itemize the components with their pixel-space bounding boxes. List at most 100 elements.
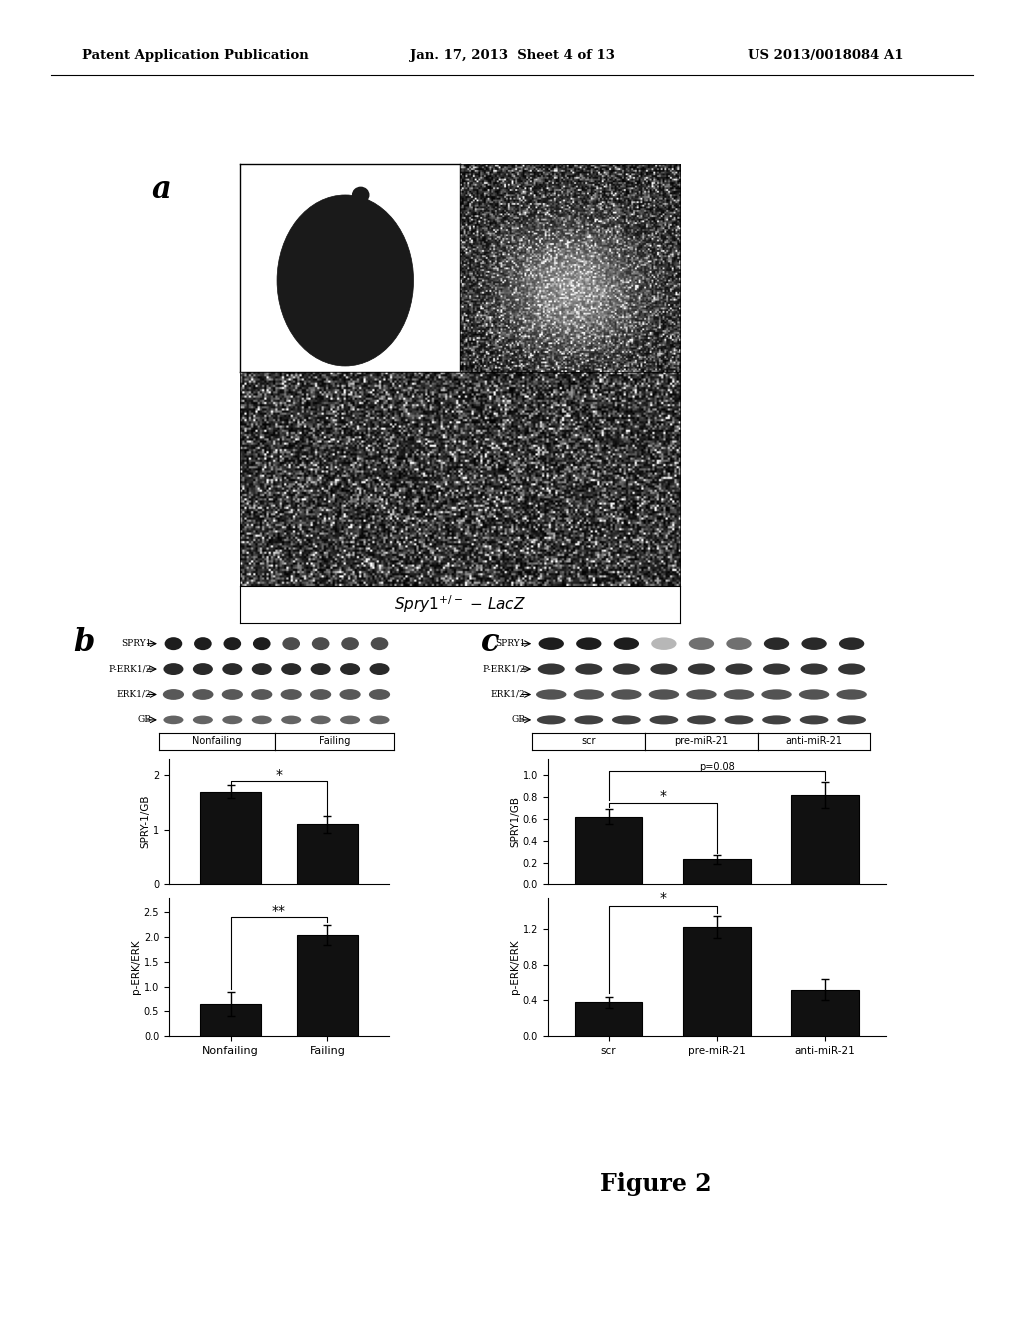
Text: Nonfailing: Nonfailing <box>193 737 242 746</box>
Ellipse shape <box>648 689 679 700</box>
Ellipse shape <box>762 715 791 725</box>
Ellipse shape <box>193 689 213 700</box>
Ellipse shape <box>761 689 792 700</box>
Text: anti-miR-21: anti-miR-21 <box>785 737 843 746</box>
Ellipse shape <box>726 638 752 649</box>
Text: a: a <box>152 174 171 205</box>
Ellipse shape <box>251 689 272 700</box>
Ellipse shape <box>650 664 678 675</box>
Text: pre-miR-21: pre-miR-21 <box>675 737 728 746</box>
Ellipse shape <box>369 689 390 700</box>
Text: c: c <box>481 627 500 657</box>
Ellipse shape <box>283 638 300 651</box>
Text: **: ** <box>272 904 286 917</box>
Ellipse shape <box>253 638 270 651</box>
Ellipse shape <box>763 664 791 675</box>
Ellipse shape <box>311 638 330 651</box>
Bar <box>574 817 642 884</box>
Y-axis label: p-ERK/ERK: p-ERK/ERK <box>131 940 141 994</box>
Ellipse shape <box>800 715 828 725</box>
Ellipse shape <box>193 663 213 675</box>
Ellipse shape <box>686 689 717 700</box>
Ellipse shape <box>539 638 564 649</box>
Text: Patent Application Publication: Patent Application Publication <box>82 49 308 62</box>
Ellipse shape <box>764 638 790 649</box>
Ellipse shape <box>370 663 389 675</box>
Y-axis label: SPRY-1/GB: SPRY-1/GB <box>140 795 151 849</box>
Ellipse shape <box>837 689 867 700</box>
Ellipse shape <box>310 715 331 725</box>
Ellipse shape <box>575 664 602 675</box>
Text: SPRY1: SPRY1 <box>495 639 525 648</box>
Ellipse shape <box>165 638 182 651</box>
Text: SPRY1: SPRY1 <box>121 639 152 648</box>
Bar <box>792 795 859 884</box>
Text: GB: GB <box>511 715 525 725</box>
Ellipse shape <box>725 715 754 725</box>
Text: *: * <box>275 768 283 781</box>
Ellipse shape <box>282 715 301 725</box>
Ellipse shape <box>252 663 271 675</box>
Ellipse shape <box>340 689 360 700</box>
Ellipse shape <box>163 689 184 700</box>
Ellipse shape <box>193 715 213 725</box>
Bar <box>574 1002 642 1036</box>
Ellipse shape <box>724 689 755 700</box>
Ellipse shape <box>340 715 360 725</box>
Ellipse shape <box>838 664 865 675</box>
Text: Figure 2: Figure 2 <box>599 1172 712 1196</box>
Bar <box>792 990 859 1036</box>
Ellipse shape <box>649 715 678 725</box>
Ellipse shape <box>612 715 641 725</box>
Text: Jan. 17, 2013  Sheet 4 of 13: Jan. 17, 2013 Sheet 4 of 13 <box>410 49 614 62</box>
Ellipse shape <box>222 663 243 675</box>
Ellipse shape <box>612 664 640 675</box>
Ellipse shape <box>688 664 715 675</box>
Ellipse shape <box>195 638 212 651</box>
Text: ERK1/2: ERK1/2 <box>117 690 152 700</box>
Ellipse shape <box>252 715 271 725</box>
Ellipse shape <box>537 715 565 725</box>
Ellipse shape <box>536 689 566 700</box>
Text: scr: scr <box>582 737 596 746</box>
Ellipse shape <box>613 638 639 649</box>
Text: P-ERK1/2: P-ERK1/2 <box>482 664 525 673</box>
Ellipse shape <box>801 664 827 675</box>
Ellipse shape <box>651 638 677 649</box>
Ellipse shape <box>573 689 604 700</box>
Ellipse shape <box>164 663 183 675</box>
Ellipse shape <box>281 689 302 700</box>
Ellipse shape <box>282 663 301 675</box>
Text: p=0.08: p=0.08 <box>699 762 734 772</box>
Bar <box>297 935 358 1036</box>
Y-axis label: SPRY1/GB: SPRY1/GB <box>510 796 520 847</box>
Ellipse shape <box>352 186 370 203</box>
Bar <box>683 859 751 884</box>
Ellipse shape <box>371 638 388 651</box>
Ellipse shape <box>839 638 864 649</box>
Ellipse shape <box>689 638 714 649</box>
Ellipse shape <box>222 715 243 725</box>
Ellipse shape <box>538 664 565 675</box>
Ellipse shape <box>340 663 360 675</box>
Bar <box>200 1005 261 1036</box>
Ellipse shape <box>310 689 331 700</box>
Ellipse shape <box>574 715 603 725</box>
Y-axis label: p-ERK/ERK: p-ERK/ERK <box>510 940 520 994</box>
Text: P-ERK1/2: P-ERK1/2 <box>109 664 152 673</box>
Bar <box>683 927 751 1036</box>
Ellipse shape <box>222 689 243 700</box>
Text: $Spry1^{+/-}$ $-$ $LacZ$: $Spry1^{+/-}$ $-$ $LacZ$ <box>394 594 525 615</box>
Bar <box>200 792 261 884</box>
Ellipse shape <box>838 715 866 725</box>
Text: GB: GB <box>137 715 152 725</box>
Ellipse shape <box>164 715 183 725</box>
Ellipse shape <box>799 689 829 700</box>
Ellipse shape <box>611 689 642 700</box>
Ellipse shape <box>687 715 716 725</box>
Ellipse shape <box>310 663 331 675</box>
Text: ERK1/2: ERK1/2 <box>490 690 525 700</box>
Ellipse shape <box>725 664 753 675</box>
Ellipse shape <box>278 195 414 366</box>
Ellipse shape <box>223 638 242 651</box>
